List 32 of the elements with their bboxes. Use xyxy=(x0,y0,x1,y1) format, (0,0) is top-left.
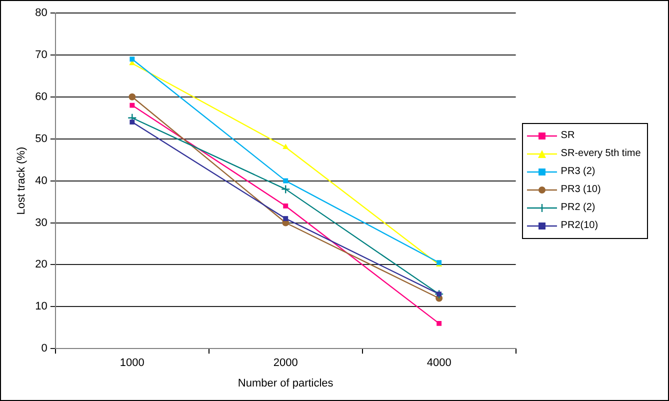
legend-label: SR xyxy=(560,130,575,142)
point xyxy=(130,120,135,125)
point xyxy=(130,102,135,108)
legend-label: PR3 (2) xyxy=(560,166,596,178)
point xyxy=(281,184,290,194)
y-tick-label: 80 xyxy=(35,7,48,20)
point xyxy=(283,216,288,222)
point xyxy=(283,178,288,184)
point xyxy=(283,203,288,208)
y-tick-label: 10 xyxy=(35,300,48,313)
x-axis-title: Number of particles xyxy=(238,377,334,390)
y-tick-label: 50 xyxy=(35,132,48,145)
y-tick-label: 30 xyxy=(35,216,48,229)
point xyxy=(436,320,442,326)
legend-label: PR2(10) xyxy=(560,220,598,232)
legend-label: PR2 (2) xyxy=(560,202,596,214)
y-tick-label: 20 xyxy=(35,258,48,271)
y-tick-label: 70 xyxy=(35,48,48,61)
y-axis-title: Lost track (%) xyxy=(16,146,28,215)
point xyxy=(130,56,135,62)
legend-label: SR-every 5th time xyxy=(560,148,641,160)
y-tick-label: 0 xyxy=(41,342,48,355)
x-tick-label: 1000 xyxy=(120,357,144,370)
y-tick-label: 40 xyxy=(35,174,48,187)
point xyxy=(128,93,136,100)
y-tick-label: 60 xyxy=(35,90,48,103)
point xyxy=(434,289,444,299)
x-tick-label: 2000 xyxy=(273,357,298,370)
point xyxy=(436,292,442,297)
point xyxy=(282,144,289,149)
x-tick-label: 4000 xyxy=(426,357,452,370)
legend-label: PR3 (10) xyxy=(560,184,601,196)
